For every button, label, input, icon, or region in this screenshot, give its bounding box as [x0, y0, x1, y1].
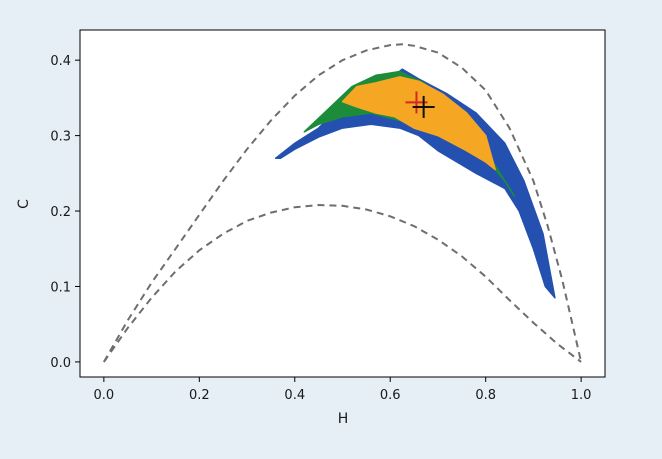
- y-tick-label-0: 0.0: [50, 356, 71, 371]
- x-tick-label-1: 0.2: [189, 388, 210, 403]
- y-axis-label: C: [16, 199, 32, 209]
- x-tick-label-2: 0.4: [284, 388, 305, 403]
- x-tick-label-3: 0.6: [380, 388, 401, 403]
- x-tick-label-0: 0.0: [94, 388, 115, 403]
- y-tick-label-3: 0.3: [50, 130, 71, 145]
- x-axis: 0.0 0.2 0.4 0.6 0.8 1.0: [94, 377, 592, 403]
- x-tick-label-4: 0.8: [475, 388, 496, 403]
- bound-curve-1: [103, 203, 582, 363]
- x-axis-label: H: [338, 411, 349, 427]
- crosshair-markers: [405, 91, 435, 118]
- data-region-2: [341, 76, 496, 171]
- bound-curve-0: [103, 43, 583, 363]
- y-tick-label-1: 0.1: [50, 280, 71, 295]
- y-tick-label-2: 0.2: [50, 205, 71, 220]
- x-tick-label-5: 1.0: [571, 388, 592, 403]
- bound-curves: [103, 43, 583, 363]
- y-axis: 0.0 0.1 0.2 0.3 0.4: [50, 54, 80, 371]
- data-regions: [274, 68, 556, 299]
- y-tick-label-4: 0.4: [50, 54, 71, 69]
